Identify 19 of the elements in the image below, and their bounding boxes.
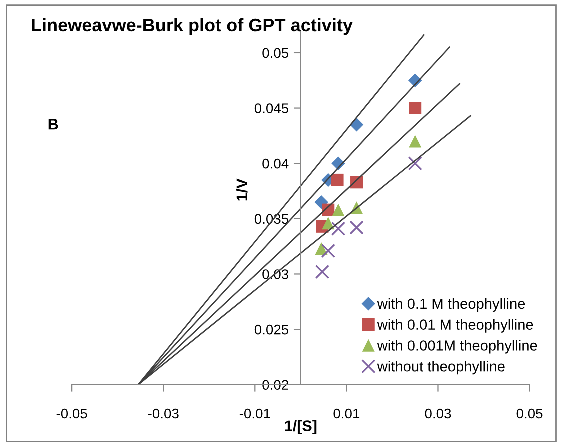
y-tick-label: 0.025 (254, 324, 289, 335)
legend-label: without theophylline (377, 361, 505, 375)
legend-label: with 0.01 M theophylline (377, 319, 534, 333)
legend-label: with 0.1 M theophylline (377, 298, 526, 312)
x-tick-label: -0.01 (240, 408, 270, 419)
x-tick-label: 0.03 (425, 408, 452, 419)
y-tick-label: 0.045 (254, 104, 289, 114)
legend-label: with 0.001M theophylline (377, 340, 538, 354)
x-tick-label: 0.01 (334, 408, 360, 419)
text: B (48, 119, 58, 130)
y-tick-label: 0.02 (262, 380, 288, 390)
x-axis-title: 1/[S] (285, 420, 317, 435)
y-tick-label: 0.04 (262, 158, 289, 169)
y-axis-title: 1/V (236, 178, 248, 201)
y-tick-label: 0.05 (262, 48, 289, 58)
x-tick-label: -0.05 (56, 408, 88, 419)
x-tick-label: -0.03 (148, 408, 179, 419)
x-tick-label: 0.05 (516, 408, 543, 419)
chart-title: Lineweavwe-Burk plot of GPT activity (32, 18, 353, 36)
